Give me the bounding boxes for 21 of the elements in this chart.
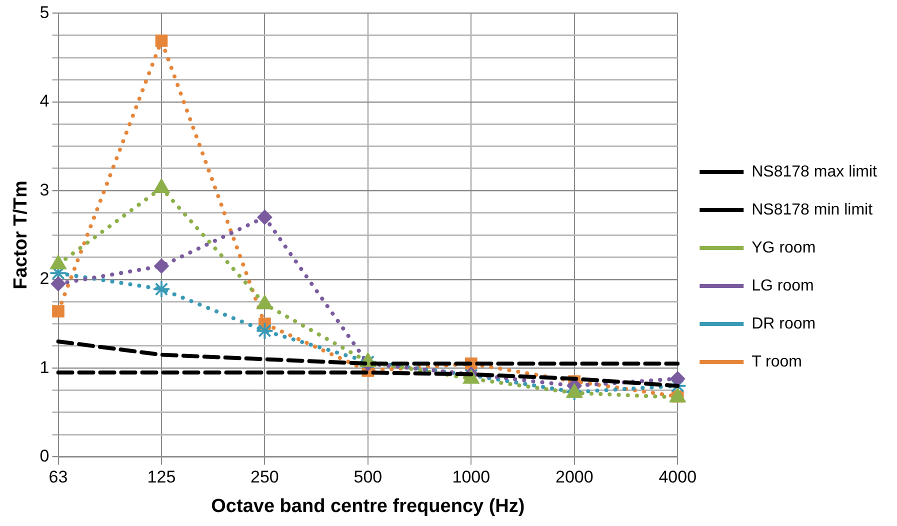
legend-label: YG room [752,239,816,256]
x-tick-label: 500 [354,468,382,487]
y-tick-label: 0 [40,446,50,466]
x-tick-label: 2000 [555,468,594,487]
x-tick-label: 63 [48,468,68,487]
legend-label: DR room [752,315,816,332]
y-tick-label: 3 [40,180,50,200]
legend-label: T room [752,353,802,370]
y-tick-label: 5 [40,2,50,22]
x-tick-label: 4000 [658,468,697,487]
x-tick-label: 250 [250,468,279,487]
y-tick-label: 4 [40,92,50,111]
legend-label: NS8178 min limit [752,201,874,218]
y-tick-label: 1 [40,358,50,377]
x-tick-label: 1000 [452,468,490,487]
legend-label: LG room [752,277,814,294]
y-axis-title: Factor T/Tm [10,180,32,290]
x-tick-label: 125 [147,468,176,487]
x-axis-title: Octave band centre frequency (Hz) [211,496,525,517]
legend-label: NS8178 max limit [752,163,878,180]
y-tick-label: 2 [40,269,50,288]
